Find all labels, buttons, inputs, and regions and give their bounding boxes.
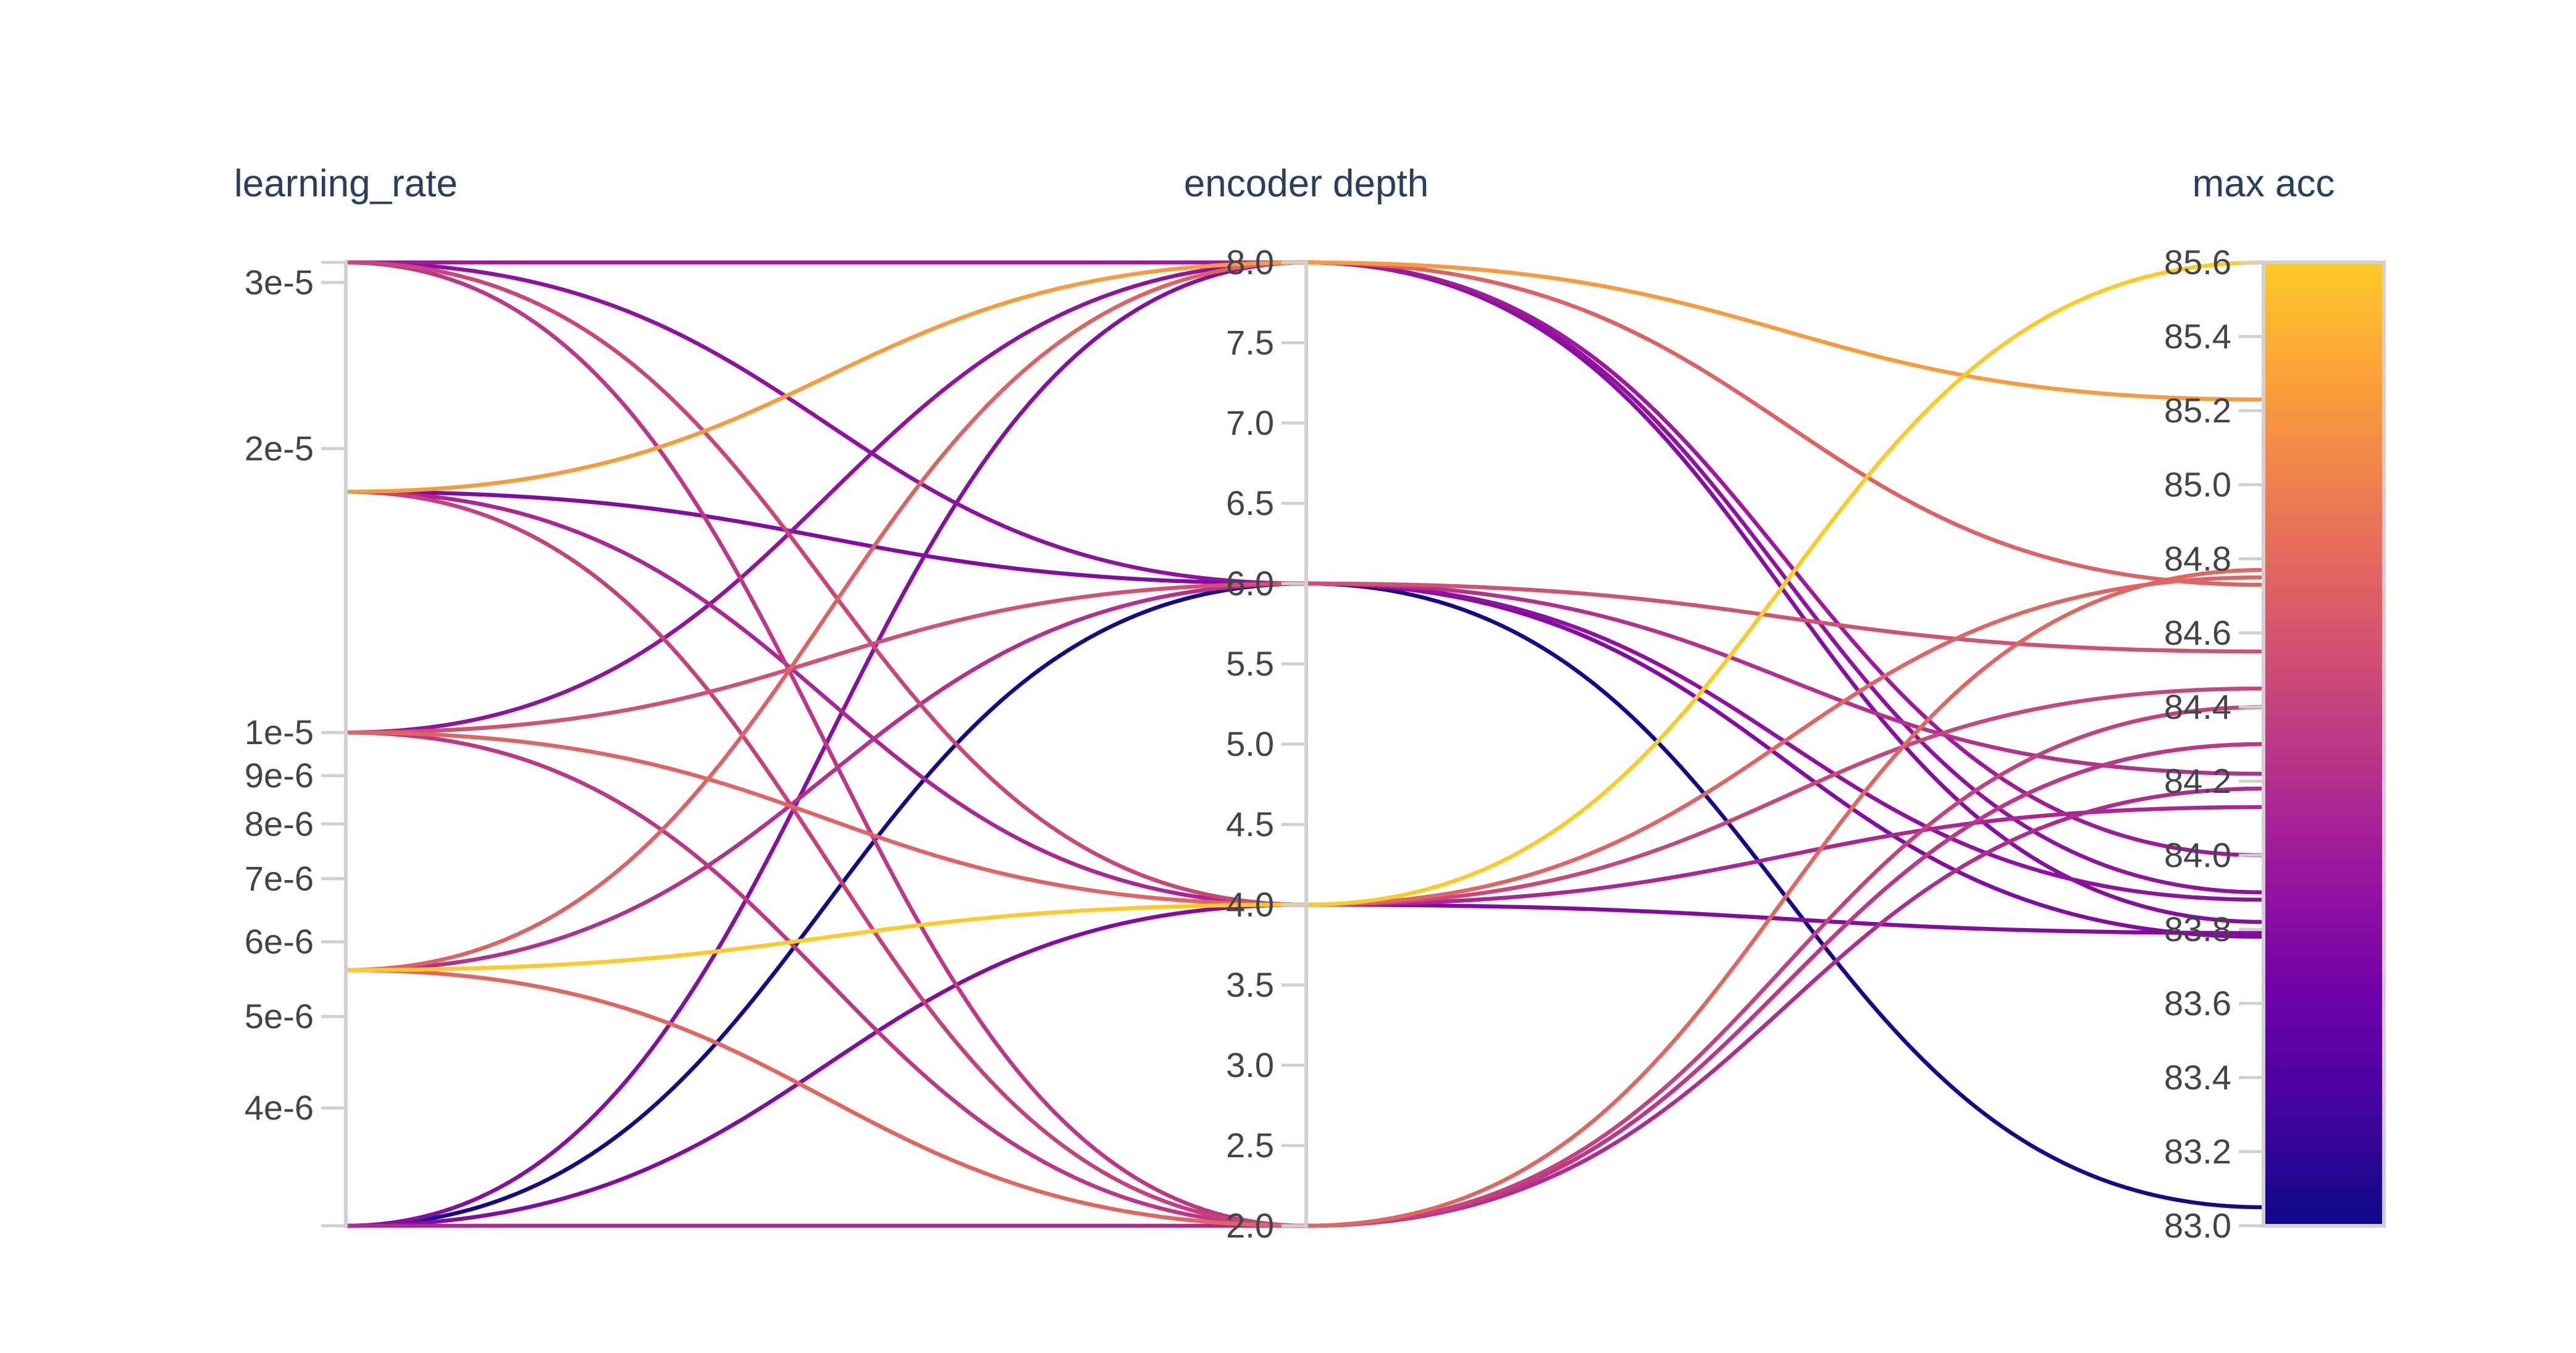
run-line[interactable] [345, 260, 2264, 973]
tick-label: 5.0 [1226, 724, 1274, 763]
tick-label: 85.0 [2164, 465, 2231, 504]
tick-label: 83.4 [2164, 1058, 2231, 1097]
tick-label: 85.6 [2164, 243, 2231, 282]
axis-title-learning-rate: learning_rate [234, 162, 458, 205]
tick-label: 2.5 [1226, 1126, 1274, 1165]
tick-label: 84.0 [2164, 836, 2231, 874]
tick-label: 5e-6 [245, 997, 314, 1036]
axes: learning_rate 3e-5 2e-5 1e-5 9e-6 8e-6 7e-6 6e… [234, 162, 2386, 1245]
tick-label: 6.0 [1226, 564, 1274, 603]
tick-label: 84.8 [2164, 539, 2231, 578]
tick-label: 4.0 [1226, 885, 1274, 924]
tick-label: 8.0 [1226, 243, 1274, 282]
tick-label: 6.5 [1226, 484, 1274, 522]
axis-title-encoder-depth: encoder depth [1184, 162, 1429, 205]
run-line[interactable] [345, 260, 2264, 973]
colorbar[interactable] [2262, 261, 2386, 1228]
tick-label: 4.5 [1226, 805, 1274, 844]
tick-label: 83.6 [2164, 984, 2231, 1023]
tick-label: 6e-6 [245, 922, 314, 961]
tick-label: 3.5 [1226, 965, 1274, 1004]
tick-label: 83.2 [2164, 1132, 2231, 1171]
tick-label: 85.2 [2164, 391, 2231, 430]
tick-label: 7.0 [1226, 403, 1274, 442]
tick-label: 3.0 [1226, 1045, 1274, 1084]
tick-label: 5.5 [1226, 644, 1274, 683]
tick-label: 7e-6 [245, 859, 314, 898]
tick-label: 7.5 [1226, 323, 1274, 362]
axis-learning-rate[interactable]: learning_rate 3e-5 2e-5 1e-5 9e-6 8e-6 7e-6 6e… [234, 162, 458, 1228]
axis-ticks-learning-rate: 3e-5 2e-5 1e-5 9e-6 8e-6 7e-6 6e-6 5e-6 4e-6 [245, 261, 348, 1228]
tick-label: 1e-5 [245, 713, 314, 752]
tick-label: 3e-5 [245, 262, 314, 301]
tick-label: 9e-6 [245, 756, 314, 795]
axis-encoder-depth[interactable]: encoder depth 8.0 7.5 7.0 6.5 6.0 5.5 5.0 4.5 4.… [1184, 162, 1429, 1245]
tick-label: 85.4 [2164, 317, 2231, 356]
axis-max-acc[interactable]: max acc 85.6 85.4 85.2 85.0 84.8 84.6 84.4 84.2… [2164, 162, 2386, 1245]
tick-label: 83.0 [2164, 1206, 2231, 1245]
run-line[interactable] [345, 568, 2264, 1228]
tick-label: 84.2 [2164, 761, 2231, 800]
tick-label: 4e-6 [245, 1088, 314, 1127]
tick-label: 2.0 [1226, 1206, 1274, 1245]
run-line[interactable] [345, 260, 2264, 907]
tick-label: 2e-5 [245, 429, 314, 467]
axis-title-max-acc: max acc [2192, 162, 2335, 205]
axis-ticks-encoder-depth: 8.0 7.5 7.0 6.5 6.0 5.5 5.0 4.5 4.0 3.5 3.0 2.5 2.0 [1226, 243, 1308, 1245]
axis-ticks-max-acc: 85.6 85.4 85.2 85.0 84.8 84.6 84.4 84.2 84.0 83.8… [2164, 243, 2263, 1245]
tick-label: 84.6 [2164, 613, 2231, 652]
tick-label: 84.4 [2164, 687, 2231, 726]
tick-label: 8e-6 [245, 804, 314, 843]
tick-label: 83.8 [2164, 910, 2231, 949]
